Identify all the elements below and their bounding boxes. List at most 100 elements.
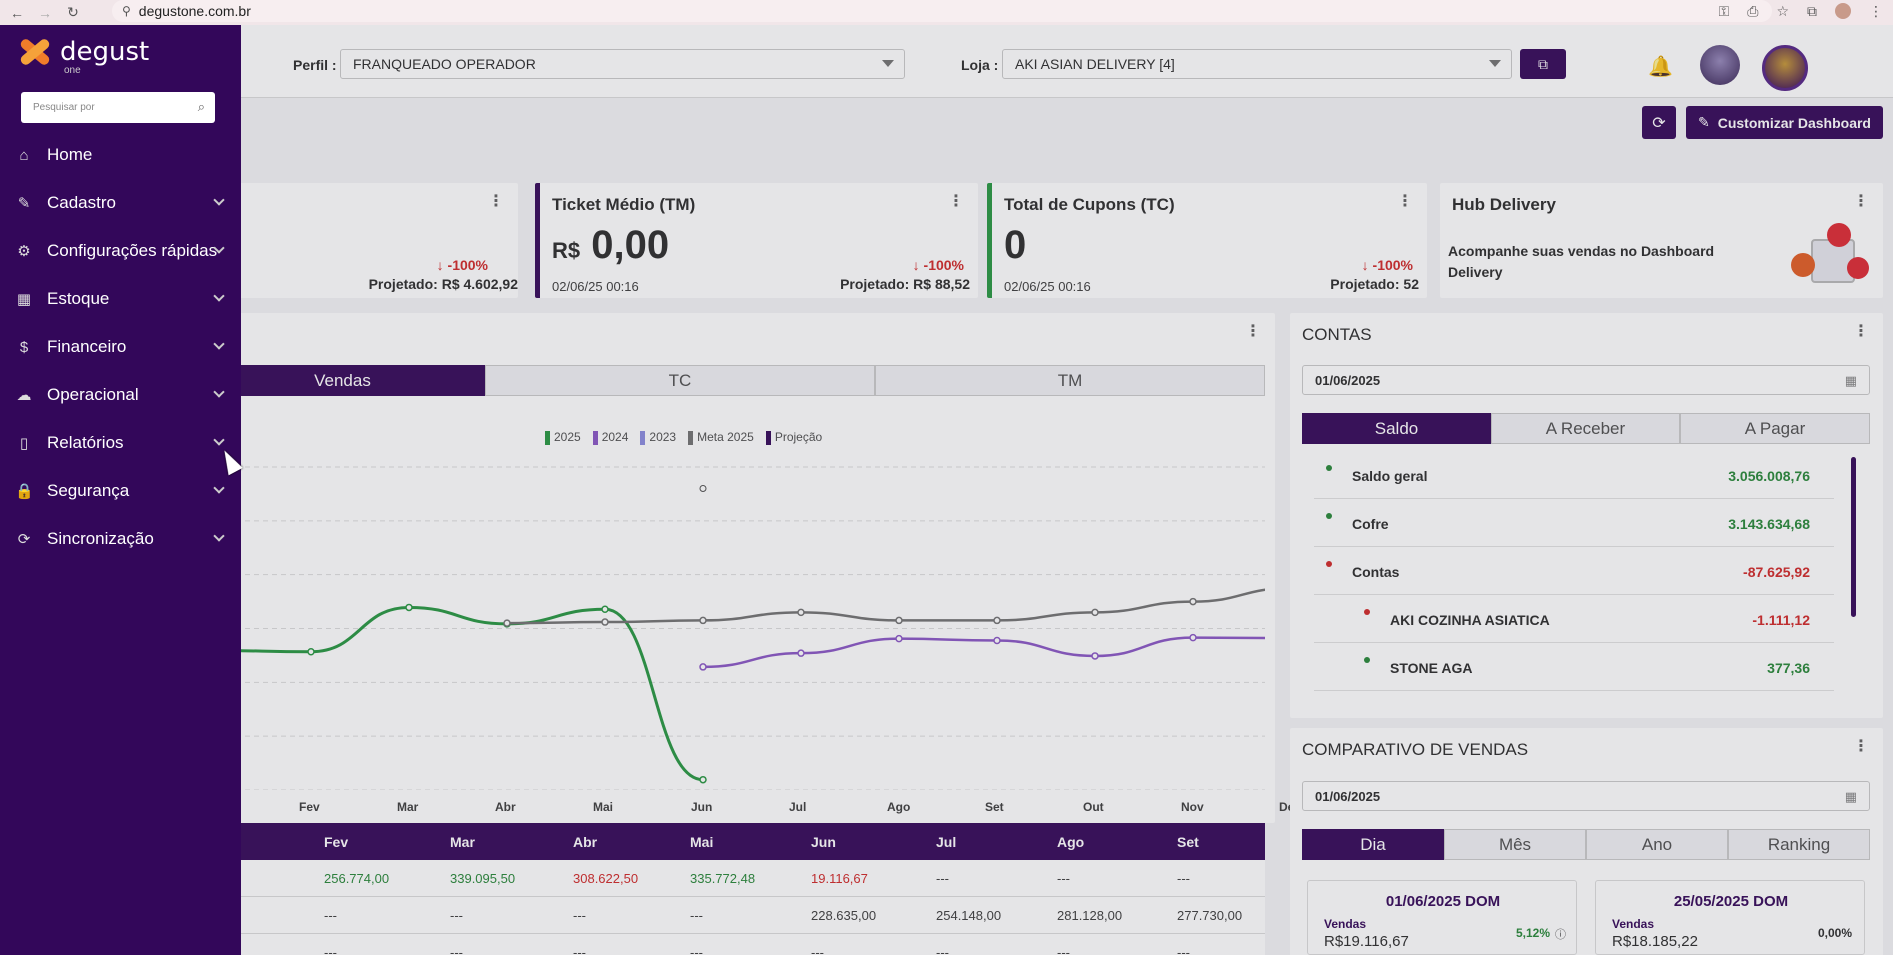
tab-tm[interactable]: TM [875, 365, 1265, 396]
legend-item[interactable]: 2025 [545, 430, 581, 445]
tab-a-pagar[interactable]: A Pagar [1680, 413, 1870, 444]
sidebar-item-label: Sincronização [47, 529, 154, 548]
sidebar-search-input[interactable]: Pesquisar por ⌕ [21, 92, 215, 123]
ticket-value: R$ 0,00 [552, 223, 670, 267]
profile-icon[interactable] [1835, 3, 1851, 19]
more-icon[interactable]: ⋮ [948, 193, 964, 210]
list-item[interactable]: Cofre 3.143.634,68 [1314, 499, 1834, 547]
comparativo-left-label: Vendas [1324, 917, 1367, 931]
table-header-cell[interactable]: Fev [324, 834, 349, 850]
x-tick-label: Set [985, 800, 1004, 814]
x-tick-label: Jun [691, 800, 713, 814]
site-info-icon[interactable]: ⚲ [122, 4, 131, 18]
data-point [797, 649, 805, 657]
reload-icon[interactable]: ↻ [67, 4, 79, 20]
contas-date-input[interactable]: 01/06/2025 ▦ [1302, 365, 1870, 395]
legend-item[interactable]: Meta 2025 [688, 430, 754, 445]
data-point [993, 636, 1001, 645]
menu-icon[interactable]: ⋮ [1869, 2, 1883, 19]
list-item[interactable]: STONE AGA 377,36 [1314, 643, 1834, 691]
tab-saldo[interactable]: Saldo [1302, 413, 1491, 444]
sidebar-item-operacional[interactable]: ☁ Operacional [0, 375, 241, 415]
tab-a-receber[interactable]: A Receber [1491, 413, 1680, 444]
legend-item[interactable]: Projeção [765, 430, 823, 445]
more-icon[interactable]: ⋮ [1853, 738, 1869, 755]
robot-avatar[interactable] [1700, 45, 1740, 85]
table-header-cell[interactable]: Mai [690, 834, 714, 850]
data-point [1091, 608, 1099, 617]
table-header-cell[interactable]: Mar [450, 834, 475, 850]
sidebar-item-estoque[interactable]: ▦ Estoque [0, 279, 241, 319]
loja-label: Loja : [961, 57, 999, 73]
list-item[interactable]: Saldo geral 3.056.008,76 [1314, 451, 1834, 499]
sidebar-item-relatórios[interactable]: ▯ Relatórios [0, 423, 241, 463]
address-bar[interactable]: ⚲ degustone.com.br [112, 0, 1772, 22]
sidebar-item-sincronização[interactable]: ⟳ Sincronização [0, 519, 241, 559]
sidebar-item-financeiro[interactable]: $ Financeiro [0, 327, 241, 367]
legend-item[interactable]: 2024 [592, 430, 628, 445]
table-header-cell[interactable]: Jun [811, 834, 836, 850]
table-header-cell[interactable]: Jul [936, 834, 957, 850]
tab-tc[interactable]: TC [485, 365, 875, 396]
sidebar-backdrop[interactable] [0, 25, 1893, 955]
url-text: degustone.com.br [138, 3, 251, 19]
search-icon[interactable]: ⌕ [197, 99, 205, 114]
back-icon[interactable]: ← [10, 4, 24, 21]
x-tick-label: Jul [789, 800, 807, 814]
table-cell: --- [1057, 871, 1070, 886]
tab-dia[interactable]: Dia [1302, 829, 1444, 860]
comparativo-date-input[interactable]: 01/06/2025 ▦ [1302, 781, 1870, 811]
copy-button[interactable]: ⧉ [1520, 49, 1566, 79]
perfil-select[interactable]: FRANQUEADO OPERADOR [340, 49, 905, 79]
loja-select[interactable]: AKI ASIAN DELIVERY [4] [1002, 49, 1512, 79]
more-icon[interactable]: ⋮ [1853, 323, 1869, 340]
refresh-button[interactable]: ⟳ [1642, 106, 1676, 139]
contas-list: Saldo geral 3.056.008,76 Cofre 3.143.634,68… [1302, 451, 1870, 705]
table-header-cell[interactable]: Set [1177, 834, 1199, 850]
comparativo-title: COMPARATIVO DE VENDAS [1302, 740, 1529, 759]
tab-mes[interactable]: Mês [1444, 829, 1586, 860]
sidebar-item-home[interactable]: ⌂ Home [0, 135, 241, 175]
forward-icon[interactable]: → [38, 4, 52, 21]
star-icon[interactable]: ☆ [1776, 2, 1789, 19]
kpi-card-hub[interactable]: Hub Delivery ⋮ Acompanhe suas vendas no … [1440, 183, 1883, 298]
info-icon[interactable]: ⓘ [1555, 929, 1566, 941]
data-point [1091, 652, 1099, 660]
status-dot-icon [1326, 465, 1332, 471]
more-icon[interactable]: ⋮ [1397, 193, 1413, 210]
more-icon[interactable]: ⋮ [1853, 193, 1869, 210]
list-item[interactable]: Contas -87.625,92 [1314, 547, 1834, 595]
legend-label: Projeção [774, 430, 823, 444]
more-icon[interactable]: ⋮ [1245, 323, 1261, 340]
tab-ranking[interactable]: Ranking [1728, 829, 1870, 860]
table-header-cell[interactable]: Ago [1057, 834, 1085, 850]
sidebar-item-configurações-rápidas[interactable]: ⚙ Configurações rápidas [0, 231, 241, 271]
table-cell: --- [1177, 871, 1190, 886]
brand-logo[interactable]: degust [16, 37, 149, 73]
contas-scrollbar[interactable] [1851, 457, 1856, 617]
comparativo-right-label: Vendas [1612, 917, 1655, 931]
install-icon[interactable]: ⎙ [1747, 2, 1759, 19]
key-icon[interactable]: ⚿ [1718, 2, 1730, 19]
calendar-icon[interactable]: ▦ [1844, 789, 1857, 804]
sidebar-item-cadastro[interactable]: ✎ Cadastro [0, 183, 241, 223]
sidebar-item-segurança[interactable]: 🔒 Segurança [0, 471, 241, 511]
ticket-change: ↓ -100% [912, 257, 964, 273]
more-icon[interactable]: ⋮ [488, 193, 504, 210]
legend-item[interactable]: 2023 [640, 430, 676, 445]
table-cell: --- [324, 908, 337, 923]
table-row: --- --- --- --- 228.635,00 254.148,00 281.128,… [200, 897, 1265, 934]
customize-dashboard-button[interactable]: ✎ Customizar Dashboard [1686, 106, 1883, 139]
user-avatar[interactable] [1762, 45, 1808, 91]
extensions-icon[interactable]: ⧉ [1807, 2, 1817, 19]
calendar-icon[interactable]: ▦ [1844, 373, 1857, 388]
data-point [797, 608, 805, 617]
tab-vendas[interactable]: Vendas [200, 365, 485, 396]
tab-ano[interactable]: Ano [1586, 829, 1728, 860]
list-item[interactable]: AKI COZINHA ASIATICA -1.111,12 [1314, 595, 1834, 643]
bell-icon[interactable]: 🔔 [1648, 56, 1673, 78]
table-header-cell[interactable]: Abr [573, 834, 598, 850]
comparativo-card-left: 01/06/2025 DOM Vendas R$19.116,67 5,12% … [1307, 880, 1577, 955]
customize-label: Customizar Dashboard [1717, 114, 1871, 131]
gear-icon: ⚙ [17, 243, 31, 260]
